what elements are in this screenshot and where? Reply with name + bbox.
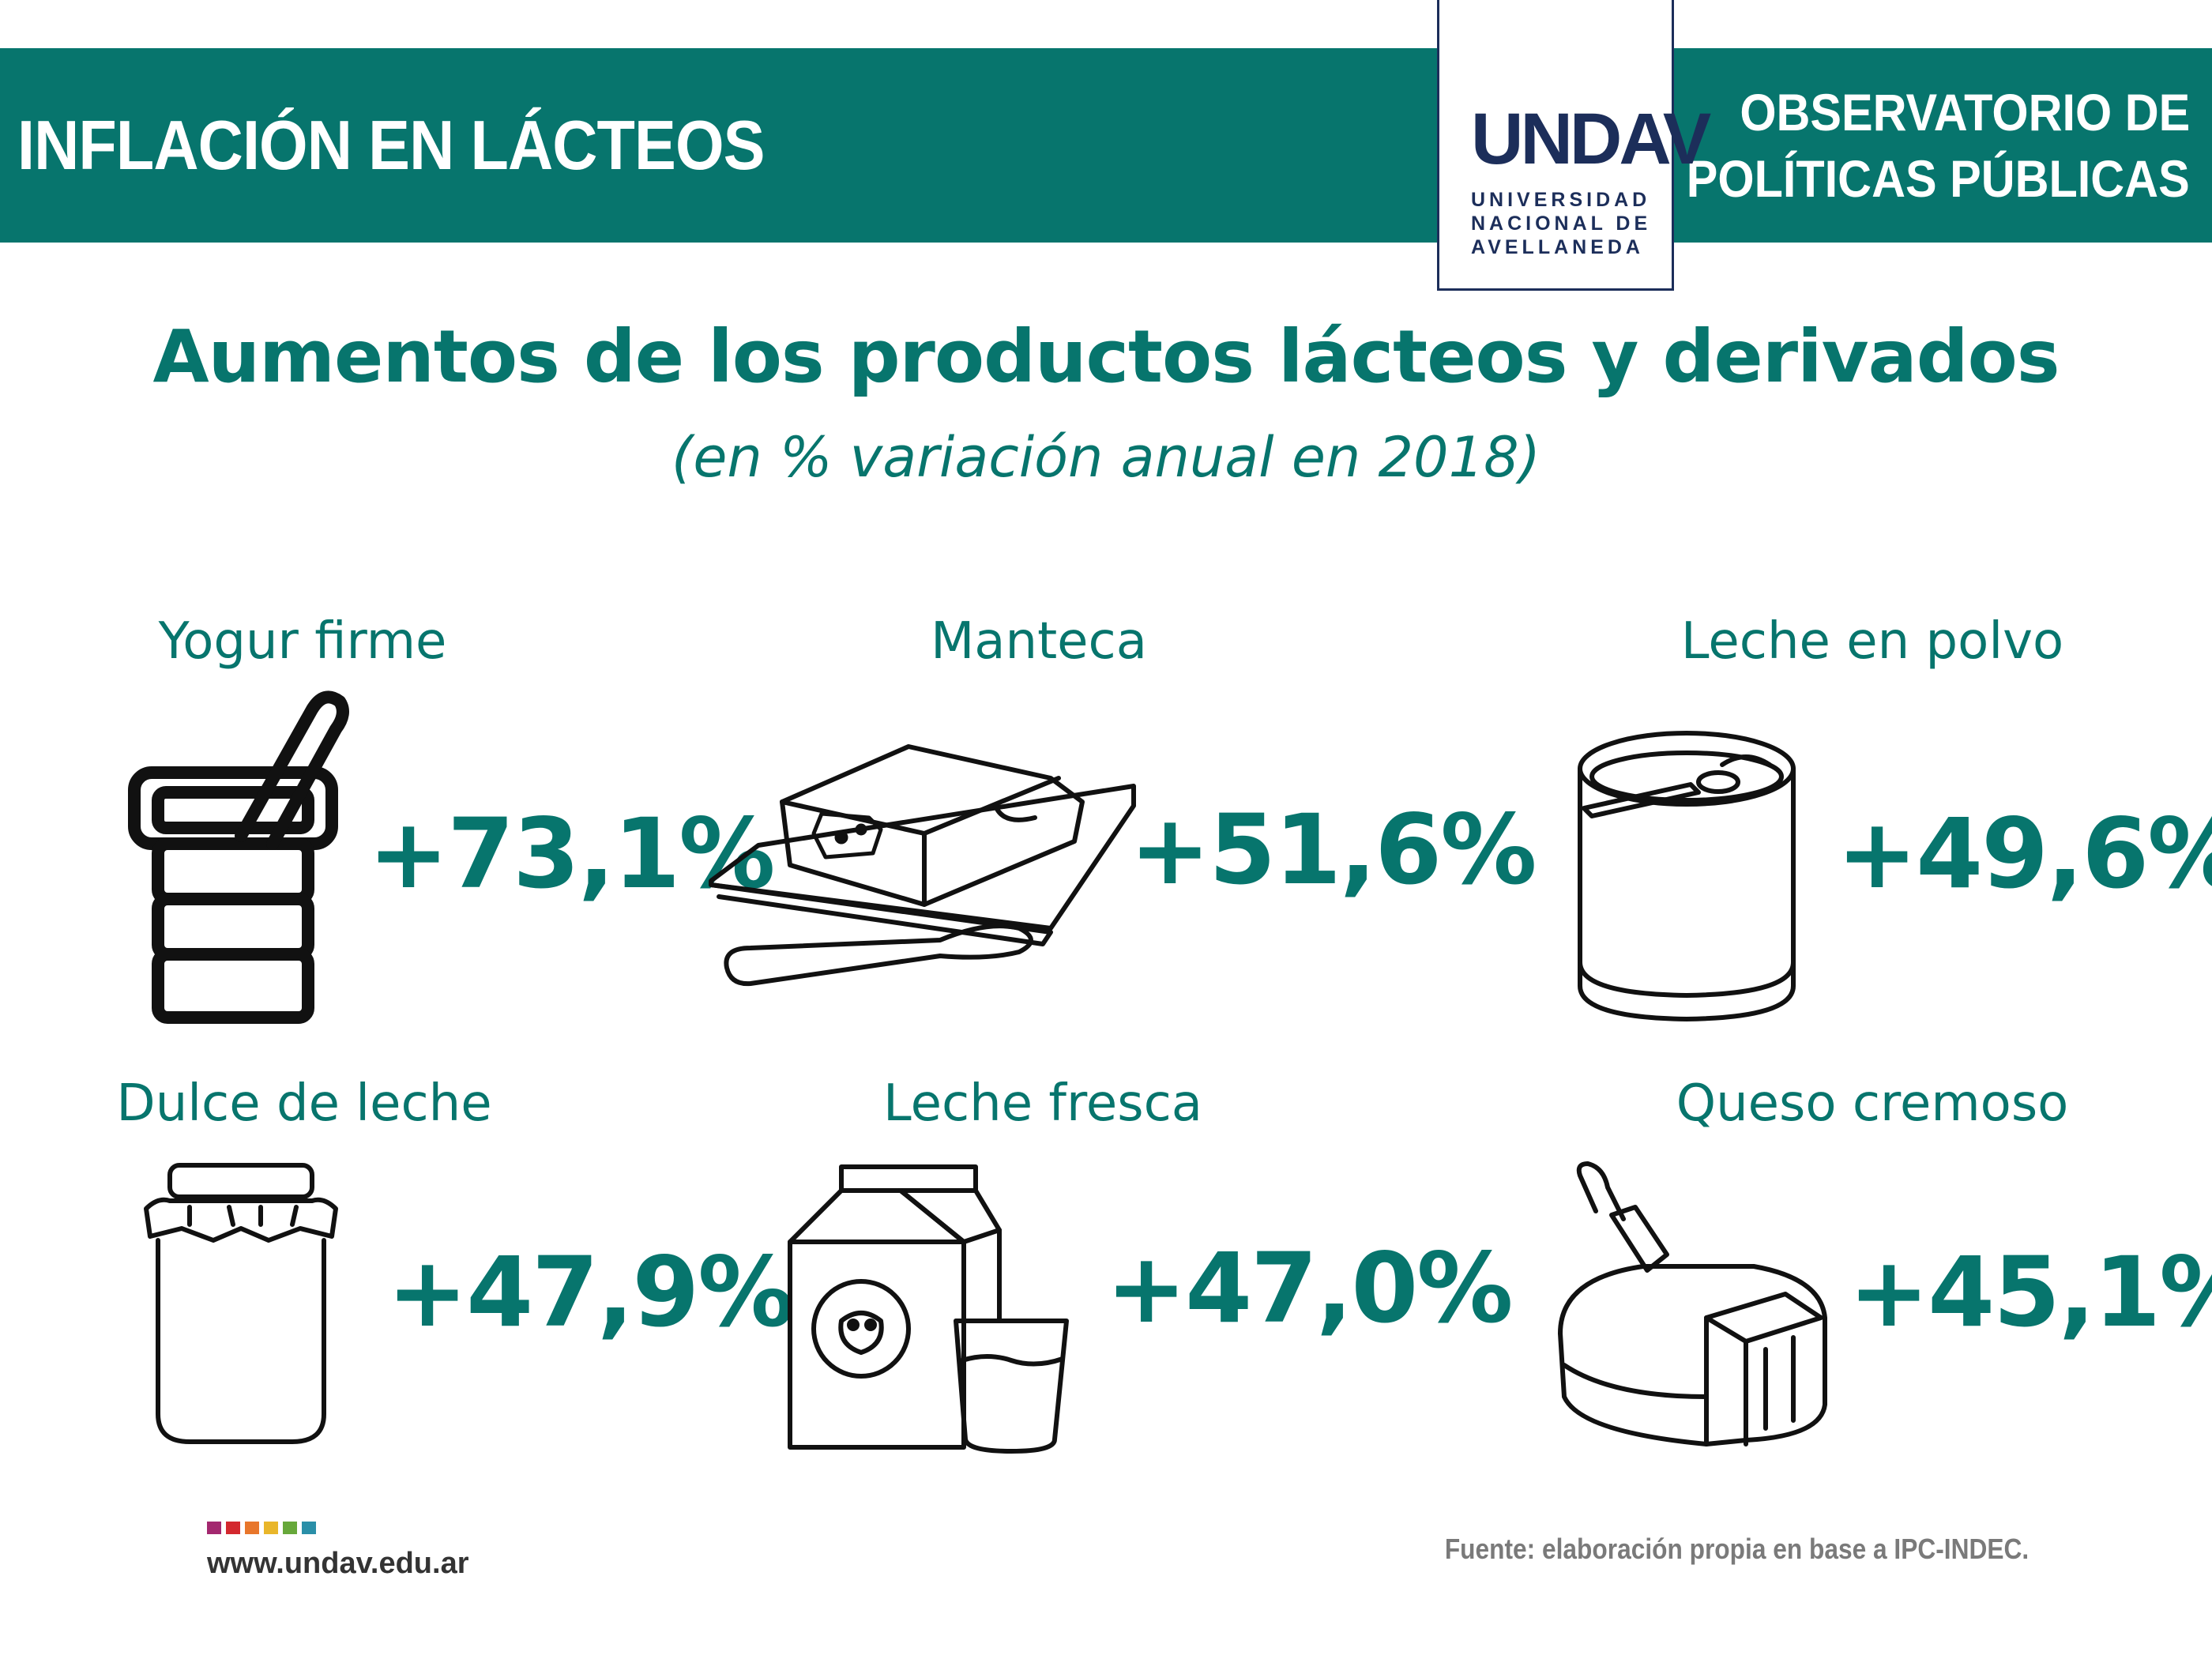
- color-dots: [207, 1522, 316, 1534]
- observatorio-line1: OBSERVATORIO DE: [1740, 83, 2190, 141]
- logo-subtitle: UNIVERSIDAD NACIONAL DE AVELLANEDA: [1471, 188, 1653, 259]
- product-value-leche-fresca: +47,0%: [1106, 1232, 1513, 1345]
- product-label-manteca: Manteca: [931, 612, 1147, 671]
- product-value-yogur: +73,1%: [368, 798, 775, 910]
- product-label-queso: Queso cremoso: [1676, 1074, 2069, 1133]
- product-value-dulce: +47,9%: [387, 1236, 794, 1349]
- powdered-milk-icon: [1572, 725, 1801, 1025]
- product-value-manteca: +51,6%: [1130, 794, 1537, 906]
- butter-icon: [703, 739, 1146, 1007]
- product-label-leche-fresca: Leche fresca: [883, 1074, 1202, 1133]
- observatorio-line2: POLÍTICAS PÚBLICAS: [1687, 149, 2190, 208]
- color-dot: [207, 1522, 221, 1534]
- header-band: [0, 48, 2212, 243]
- main-title: Aumentos de los productos lácteos y deri…: [152, 314, 2060, 399]
- logo-line3: AVELLANEDA: [1471, 236, 1644, 258]
- logo-line2: NACIONAL DE: [1471, 213, 1652, 235]
- subtitle: (en % variación anual en 2018): [672, 425, 1540, 490]
- logo-line1: UNIVERSIDAD: [1471, 189, 1651, 211]
- website-link[interactable]: www.undav.edu.ar: [207, 1547, 469, 1580]
- color-dot: [283, 1522, 297, 1534]
- color-dot: [264, 1522, 278, 1534]
- observatorio-title: OBSERVATORIO DE POLÍTICAS PÚBLICAS: [1684, 48, 2190, 243]
- color-dot: [226, 1522, 240, 1534]
- yogurt-icon: [122, 686, 352, 1033]
- undav-logo: UNDAV UNIVERSIDAD NACIONAL DE AVELLANEDA: [1437, 0, 1711, 291]
- source-note: Fuente: elaboración propia en base a IPC…: [1444, 1533, 2029, 1565]
- product-label-dulce: Dulce de leche: [116, 1074, 492, 1133]
- product-value-queso: +45,1%: [1849, 1236, 2212, 1349]
- milk-carton-icon: [782, 1163, 1082, 1455]
- product-label-leche-polvo: Leche en polvo: [1680, 612, 2064, 671]
- color-dot: [302, 1522, 316, 1534]
- product-label-yogur: Yogur firme: [158, 612, 447, 671]
- header-title: INFLACIÓN EN LÁCTEOS: [17, 106, 765, 184]
- cheese-icon: [1548, 1160, 1833, 1452]
- color-dot: [245, 1522, 259, 1534]
- jar-icon: [142, 1161, 340, 1446]
- logo-mark: UNDAV: [1471, 99, 1711, 179]
- product-value-leche-polvo: +49,6%: [1837, 798, 2212, 910]
